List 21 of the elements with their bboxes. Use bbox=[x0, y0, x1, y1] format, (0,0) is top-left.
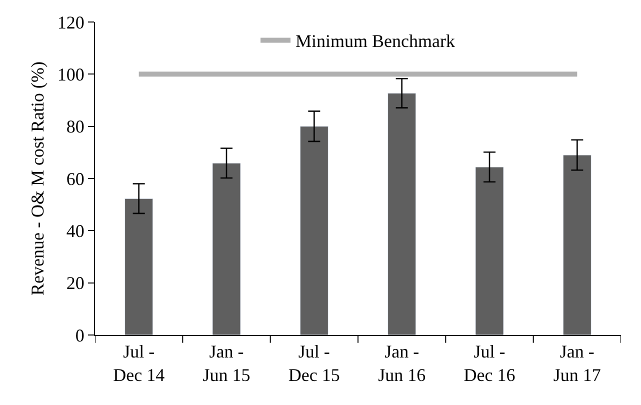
x-tick-label: Jul - Dec 15 bbox=[288, 342, 340, 385]
y-tick-label: 120 bbox=[57, 12, 84, 32]
y-tick-label: 80 bbox=[66, 116, 84, 137]
y-axis-title: Revenue - O& M cost Ratio (%) bbox=[28, 62, 48, 296]
bar bbox=[388, 92, 416, 335]
bar bbox=[124, 198, 154, 335]
x-tick-label: Jul - Dec 14 bbox=[113, 342, 165, 385]
bar bbox=[212, 162, 241, 335]
x-tick-label: Jan - Jun 17 bbox=[553, 342, 601, 385]
y-tick-label: 0 bbox=[75, 325, 84, 346]
bar bbox=[562, 154, 592, 335]
x-tick-label: Jan - Jun 16 bbox=[378, 342, 426, 385]
x-tick-label: Jul - Dec 16 bbox=[464, 342, 516, 385]
y-tick-label: 60 bbox=[66, 168, 84, 189]
bar bbox=[300, 126, 328, 335]
bar bbox=[475, 166, 504, 335]
y-tick-label: 40 bbox=[66, 220, 84, 241]
legend-label: Minimum Benchmark bbox=[296, 31, 455, 52]
y-tick-label: 100 bbox=[57, 64, 84, 84]
x-tick-label: Jan - Jun 15 bbox=[202, 342, 250, 385]
y-tick-label: 20 bbox=[66, 273, 84, 294]
